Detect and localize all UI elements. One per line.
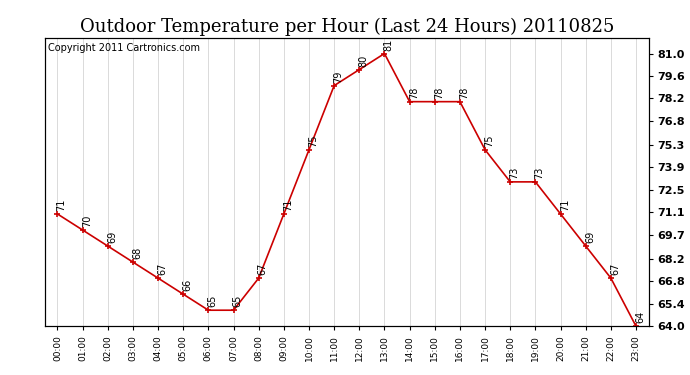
Text: 69: 69 xyxy=(107,231,117,243)
Text: 80: 80 xyxy=(359,54,368,67)
Text: 81: 81 xyxy=(384,39,393,51)
Text: 67: 67 xyxy=(258,263,268,275)
Text: 69: 69 xyxy=(585,231,595,243)
Text: 71: 71 xyxy=(283,199,293,211)
Text: 64: 64 xyxy=(635,311,645,324)
Text: 71: 71 xyxy=(560,199,570,211)
Text: 78: 78 xyxy=(459,87,469,99)
Text: 67: 67 xyxy=(610,263,620,275)
Title: Outdoor Temperature per Hour (Last 24 Hours) 20110825: Outdoor Temperature per Hour (Last 24 Ho… xyxy=(79,18,614,36)
Text: 65: 65 xyxy=(233,295,243,307)
Text: 67: 67 xyxy=(157,263,167,275)
Text: 73: 73 xyxy=(509,167,520,179)
Text: 79: 79 xyxy=(333,70,344,83)
Text: 75: 75 xyxy=(308,135,318,147)
Text: 78: 78 xyxy=(408,87,419,99)
Text: 73: 73 xyxy=(535,167,544,179)
Text: 71: 71 xyxy=(57,199,67,211)
Text: 65: 65 xyxy=(208,295,217,307)
Text: 75: 75 xyxy=(484,135,494,147)
Text: Copyright 2011 Cartronics.com: Copyright 2011 Cartronics.com xyxy=(48,43,200,53)
Text: 78: 78 xyxy=(434,87,444,99)
Text: 66: 66 xyxy=(182,279,193,291)
Text: 70: 70 xyxy=(81,215,92,227)
Text: 68: 68 xyxy=(132,247,142,259)
